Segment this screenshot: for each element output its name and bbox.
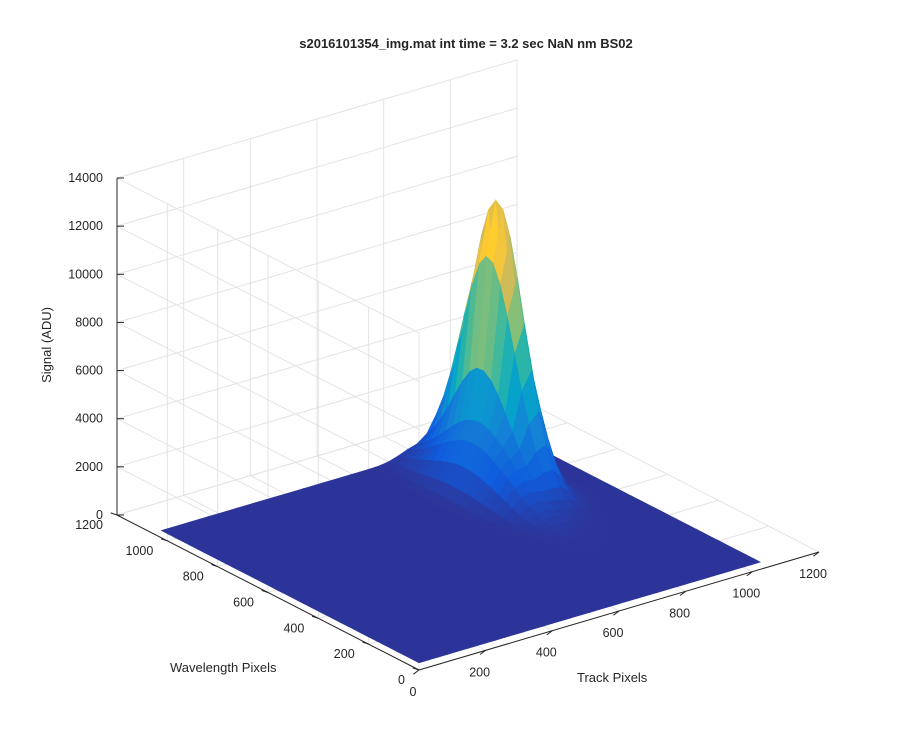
x-tick-label: 400	[536, 646, 557, 660]
x-tick-mark	[813, 551, 820, 557]
z-tick-label: 0	[96, 508, 103, 522]
z-axis-label: Signal (ADU)	[39, 307, 54, 383]
y-tick-label: 400	[283, 621, 304, 635]
grid-line	[116, 300, 518, 420]
y-tick-label: 1000	[126, 544, 154, 558]
x-tick-mark	[413, 669, 420, 675]
y-tick-label: 600	[233, 596, 254, 610]
grid-line	[116, 252, 518, 372]
y-tick-mark	[110, 512, 118, 516]
axes	[110, 177, 820, 675]
y-tick-mark	[261, 589, 269, 593]
x-axis-label: Track Pixels	[577, 670, 648, 685]
x-tick-label: 200	[469, 665, 490, 679]
grid-line	[116, 348, 518, 468]
grid-line	[116, 107, 518, 227]
y-tick-mark	[160, 538, 168, 542]
x-tick-mark	[546, 630, 553, 636]
y-axis-label: Wavelength Pixels	[170, 660, 277, 675]
z-tick-label: 4000	[75, 412, 103, 426]
surface	[160, 199, 762, 664]
x-tick-mark	[479, 649, 486, 655]
grid-line	[116, 177, 420, 334]
z-tick-label: 6000	[75, 364, 103, 378]
y-tick-mark	[311, 615, 319, 619]
grid-line	[116, 203, 518, 323]
grid-line	[116, 225, 420, 382]
z-tick-label: 8000	[75, 315, 103, 329]
surface-patch	[742, 558, 762, 566]
x-tick-label: 0	[410, 685, 417, 699]
z-tick-label: 14000	[68, 171, 103, 185]
grid-line	[116, 321, 420, 478]
x-tick-label: 1000	[732, 587, 760, 601]
grid-line	[116, 155, 518, 275]
x-tick-label: 600	[603, 626, 624, 640]
x-tick-mark	[679, 590, 686, 596]
y-tick-label: 0	[398, 673, 405, 687]
grid-line	[116, 273, 420, 430]
y-tick-mark	[362, 641, 369, 645]
x-tick-mark	[746, 571, 753, 577]
z-tick-label: 12000	[68, 219, 103, 233]
y-tick-label: 800	[183, 570, 204, 584]
tick-labels: 0200400600800100012000200400600800100012…	[68, 171, 827, 699]
y-tick-mark	[211, 564, 218, 568]
z-tick-label: 10000	[68, 267, 103, 281]
x-tick-label: 1200	[799, 567, 827, 581]
z-tick-label: 2000	[75, 460, 103, 474]
y-tick-label: 200	[334, 647, 355, 661]
y-tick-label: 1200	[75, 518, 103, 532]
y-tick-mark	[412, 667, 420, 671]
x-tick-label: 800	[669, 606, 690, 620]
chart-title: s2016101354_img.mat int time = 3.2 sec N…	[299, 36, 633, 51]
x-tick-mark	[613, 610, 620, 616]
grid-line	[116, 59, 518, 179]
